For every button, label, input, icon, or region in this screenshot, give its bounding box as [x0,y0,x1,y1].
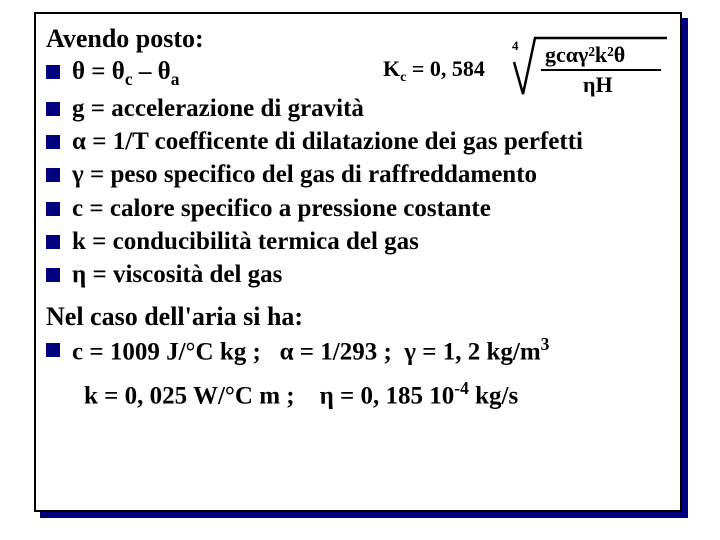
list-item: η = viscosità del gas [46,259,666,290]
bullet-icon [46,168,60,182]
list-item: c = calore specifico a pressione costant… [46,193,666,224]
svg-text:Kc = 0, 584: Kc = 0, 584 [383,56,485,85]
formula-denominator: ηH [583,72,613,97]
def-text: g = accelerazione di gravità [72,93,364,124]
root-exponent: 4 [512,38,519,53]
def-text: γ = peso specifico del gas di raffreddam… [72,159,537,190]
formula-box: Kc = 0, 584 4 gcαγ²k²θ ηH [383,34,668,100]
slide-card: Kc = 0, 584 4 gcαγ²k²θ ηH Avendo posto: … [34,12,682,512]
air-line-1: c = 1009 J/°C kg ; α = 1/293 ; γ = 1, 2 … [72,334,549,368]
formula-numerator: gcαγ²k²θ [545,42,625,67]
list-item: α = 1/T coefficente di dilatazione dei g… [46,126,666,157]
formula-svg: Kc = 0, 584 4 gcαγ²k²θ ηH [383,34,668,100]
bullet-icon [46,102,60,116]
def-text: θ = θc – θa [72,56,179,91]
bullet-icon [46,135,60,149]
list-item: k = conducibilità termica del gas [46,226,666,257]
air-values-list: c = 1009 J/°C kg ; α = 1/293 ; γ = 1, 2 … [46,334,666,368]
def-text: k = conducibilità termica del gas [72,226,419,257]
bullet-icon [46,202,60,216]
list-item: c = 1009 J/°C kg ; α = 1/293 ; γ = 1, 2 … [46,334,666,368]
bullet-icon [46,65,60,79]
def-text: α = 1/T coefficente di dilatazione dei g… [72,126,583,157]
list-item: γ = peso specifico del gas di raffreddam… [46,159,666,190]
bullet-icon [46,268,60,282]
def-text: η = viscosità del gas [72,259,282,290]
bullet-icon [46,235,60,249]
air-line-2: k = 0, 025 W/°C m ; η = 0, 185 10-4 kg/s [84,378,666,410]
def-text: c = calore specifico a pressione costant… [72,193,491,224]
bullet-icon [46,343,60,357]
air-case-header: Nel caso dell'aria si ha: [46,302,666,332]
